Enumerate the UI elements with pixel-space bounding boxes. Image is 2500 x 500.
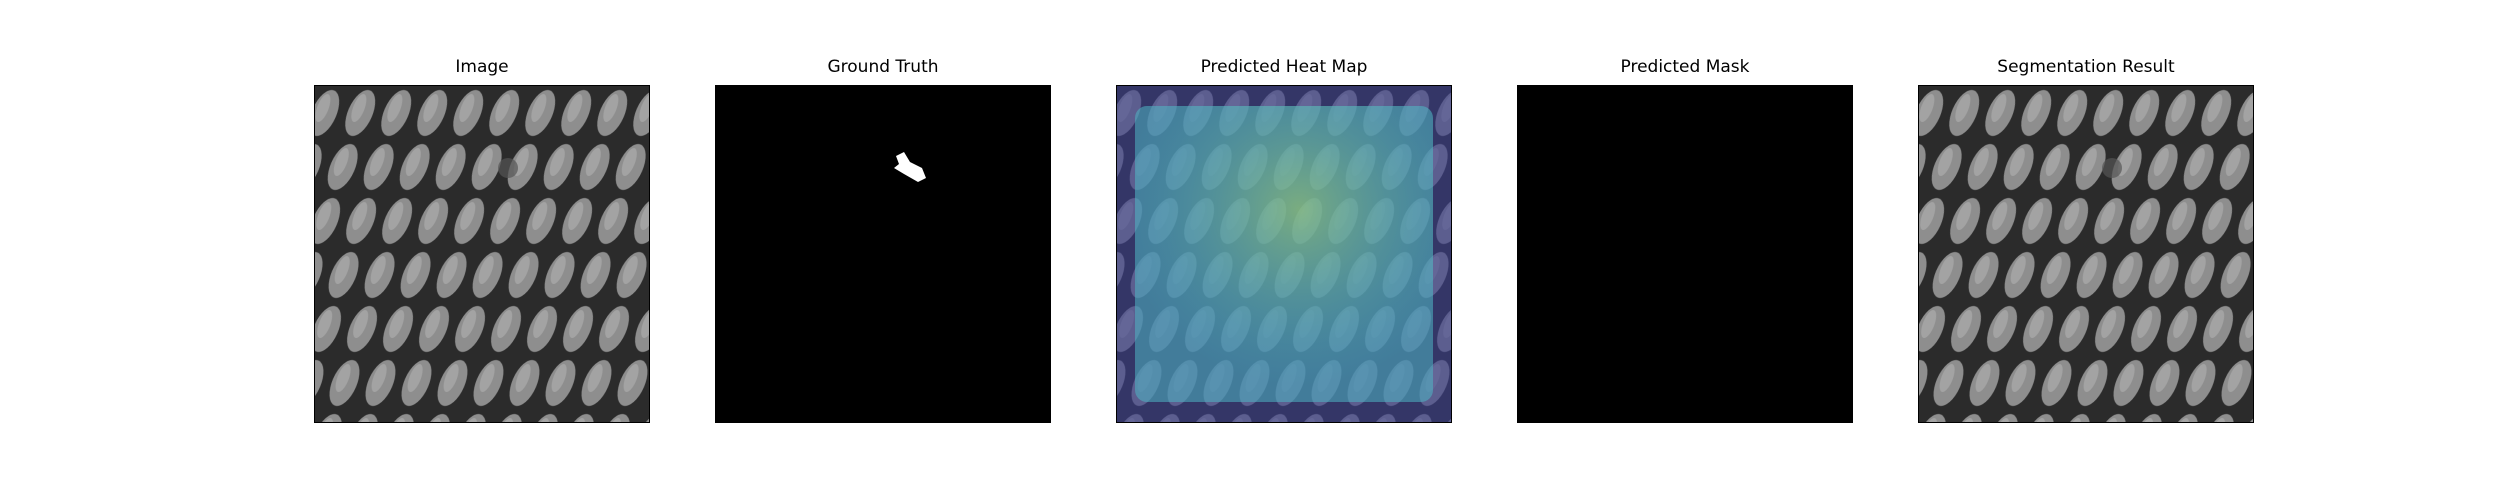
predicted-mask-frame: [1517, 85, 1853, 423]
defect-mask-region: [894, 152, 926, 182]
image-frame: [314, 85, 650, 423]
segmentation-result-image: [1919, 86, 2253, 422]
heatmap-overlay: [1117, 86, 1451, 422]
defect-spot: [498, 158, 518, 178]
panel-title-predicted-mask: Predicted Mask: [1620, 57, 1750, 77]
panel-title-segmentation-result: Segmentation Result: [1997, 57, 2175, 77]
defect-spot: [2102, 158, 2122, 178]
panel-ground-truth: Ground Truth: [715, 57, 1051, 423]
ground-truth-frame: [715, 85, 1051, 423]
mesh-texture-image: [315, 86, 649, 422]
panel-title-heat-map: Predicted Heat Map: [1200, 57, 1368, 77]
heat-map-frame: [1116, 85, 1452, 423]
panel-image: Image: [314, 57, 650, 423]
segmentation-frame: [1918, 85, 2254, 423]
panel-segmentation-result: Segmentation Result: [1918, 57, 2254, 423]
panel-title-ground-truth: Ground Truth: [827, 57, 939, 77]
ground-truth-mask: [716, 86, 1050, 422]
panel-heat-map: Predicted Heat Map: [1116, 57, 1452, 423]
panel-title-image: Image: [455, 57, 509, 77]
predicted-mask: [1518, 86, 1852, 422]
panel-predicted-mask: Predicted Mask: [1517, 57, 1853, 423]
